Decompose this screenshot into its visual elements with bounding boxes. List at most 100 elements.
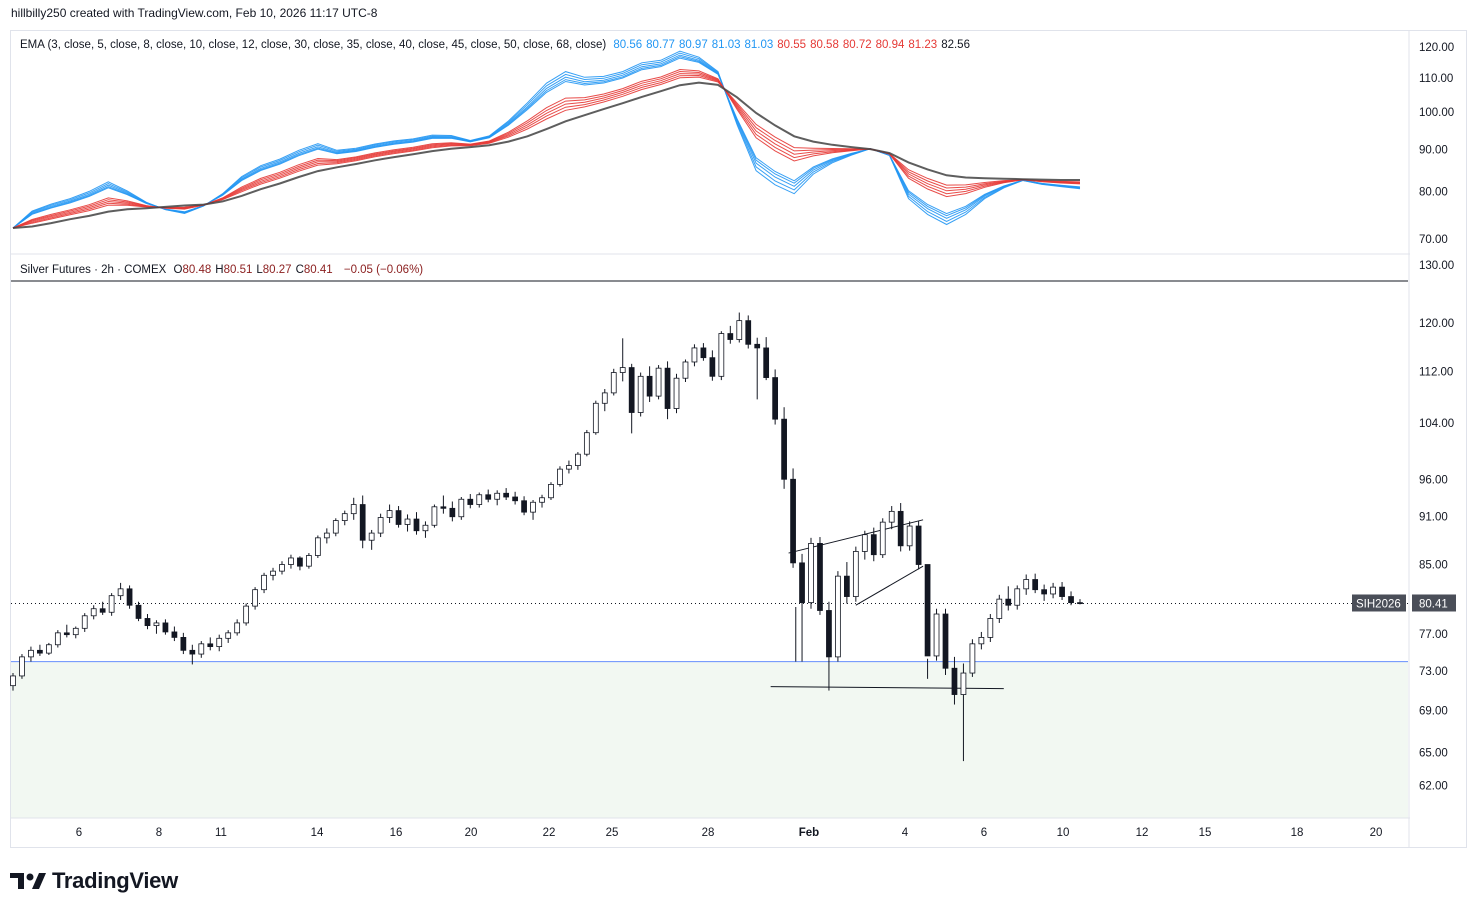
candle[interactable] [781,407,787,489]
candle[interactable] [117,582,124,601]
candle[interactable] [108,593,115,616]
candle[interactable] [413,512,420,535]
candle[interactable] [799,553,805,662]
candle[interactable] [54,630,61,648]
candle[interactable] [557,466,563,487]
candle[interactable] [1041,584,1048,601]
candle[interactable] [99,601,106,615]
candle[interactable] [915,520,922,570]
candle[interactable] [332,518,339,537]
candle[interactable] [37,644,43,656]
channel-lower-trendline[interactable] [855,565,924,606]
candle[interactable] [323,528,330,544]
candle[interactable] [817,537,823,615]
candle[interactable] [350,497,357,520]
candle[interactable] [879,518,886,558]
candle[interactable] [852,546,859,602]
candle[interactable] [126,585,133,609]
candle[interactable] [279,561,285,575]
candle[interactable] [467,494,474,509]
candle[interactable] [19,654,25,679]
candle[interactable] [1059,582,1065,601]
candle[interactable] [754,337,761,400]
candle[interactable] [709,350,716,381]
candle[interactable] [978,631,985,650]
candle[interactable] [171,626,178,642]
candle[interactable] [664,361,671,420]
candle[interactable] [682,359,689,383]
candle[interactable] [153,620,160,634]
candle[interactable] [745,315,752,349]
candle[interactable] [763,337,770,381]
candle[interactable] [386,504,393,523]
candle[interactable] [727,325,734,344]
candle[interactable] [485,489,492,503]
tradingview-logo[interactable]: TradingView [10,868,178,894]
candle[interactable] [835,571,841,662]
candle[interactable] [207,637,214,651]
candle[interactable] [476,492,483,508]
candle[interactable] [996,594,1003,623]
candle[interactable] [933,608,940,661]
candle[interactable] [404,514,411,532]
candle[interactable] [870,527,877,562]
candle[interactable] [341,510,348,526]
candle[interactable] [808,537,814,609]
candle[interactable] [234,619,241,636]
candle[interactable] [566,460,572,474]
candle[interactable] [924,564,931,679]
candle[interactable] [288,554,294,569]
candle[interactable] [897,503,904,552]
candle[interactable] [225,630,232,643]
candle[interactable] [700,343,707,361]
candle[interactable] [512,491,518,505]
candle[interactable] [861,530,868,560]
candle[interactable] [619,338,626,382]
candle[interactable] [216,634,223,652]
candle[interactable] [637,372,644,417]
candle[interactable] [655,365,662,400]
candle[interactable] [960,663,967,762]
candle[interactable] [10,673,16,691]
candle[interactable] [548,482,554,501]
candle[interactable] [162,619,169,635]
candle[interactable] [1023,574,1030,595]
candle[interactable] [539,494,545,508]
candle[interactable] [951,656,958,705]
candle[interactable] [297,556,303,571]
candle[interactable] [718,331,725,381]
candle[interactable] [28,646,34,662]
candle[interactable] [180,632,187,655]
candle[interactable] [673,373,680,414]
candle[interactable] [1032,573,1039,594]
candle[interactable] [431,504,438,528]
candle[interactable] [583,429,590,457]
candle[interactable] [1068,591,1074,606]
candle[interactable] [1014,585,1021,610]
candle[interactable] [592,400,599,435]
candle[interactable] [422,521,429,538]
candle[interactable] [772,369,779,425]
candle[interactable] [243,603,249,626]
candle[interactable] [494,490,501,506]
candle[interactable] [270,567,276,581]
candle[interactable] [72,626,79,639]
candle[interactable] [844,562,850,604]
candle[interactable] [198,641,205,658]
candle[interactable] [906,521,913,551]
candle[interactable] [987,614,994,642]
candle[interactable] [449,501,456,522]
candle[interactable] [530,500,536,520]
candle[interactable] [826,601,832,691]
candle[interactable] [395,506,402,528]
candle[interactable] [575,452,581,470]
candle[interactable] [252,587,258,610]
candle[interactable] [81,613,88,632]
candle[interactable] [969,639,976,677]
candle[interactable] [736,312,743,343]
candle[interactable] [45,642,52,655]
candle[interactable] [90,605,97,620]
candle[interactable] [1050,582,1056,599]
candle[interactable] [1077,599,1083,605]
